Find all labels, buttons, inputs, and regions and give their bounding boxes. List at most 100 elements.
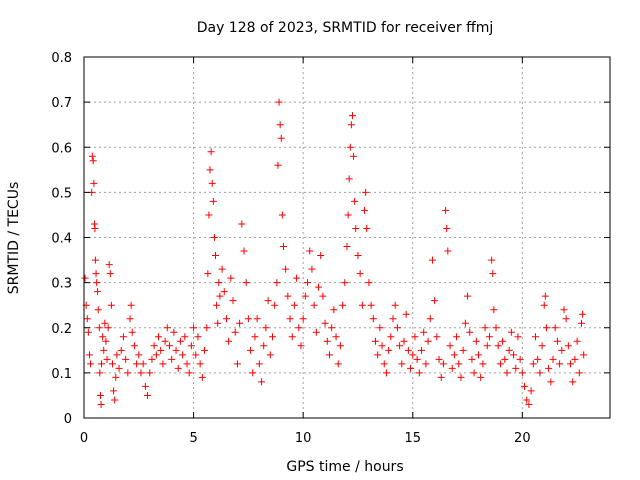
chart-title: Day 128 of 2023, SRMTID for receiver ffm…: [197, 20, 494, 36]
data-point: [317, 252, 325, 260]
data-point: [411, 333, 419, 341]
data-point: [389, 315, 397, 323]
data-point: [222, 315, 230, 323]
data-point: [321, 319, 329, 327]
data-point: [444, 247, 452, 255]
data-point: [380, 360, 388, 368]
data-point: [433, 333, 441, 341]
data-point: [573, 337, 581, 345]
data-point: [113, 351, 121, 359]
data-point: [494, 342, 502, 350]
data-point: [492, 324, 500, 332]
data-point: [352, 224, 360, 232]
data-point: [218, 265, 226, 273]
data-point: [284, 292, 292, 300]
data-point: [90, 179, 98, 187]
data-point: [339, 301, 347, 309]
data-point: [521, 382, 529, 390]
data-point: [490, 306, 498, 314]
data-point: [437, 373, 445, 381]
data-point: [426, 315, 434, 323]
data-point: [110, 387, 118, 395]
data-point: [277, 134, 285, 142]
data-point: [135, 351, 143, 359]
data-point: [299, 315, 307, 323]
data-point: [210, 234, 218, 241]
data-point: [398, 360, 406, 368]
data-point: [374, 351, 382, 359]
data-point: [575, 369, 583, 377]
data-point: [288, 333, 296, 341]
data-point: [102, 337, 110, 345]
data-point: [378, 342, 386, 350]
data-point: [354, 252, 362, 260]
data-points: [81, 98, 588, 408]
data-point: [96, 391, 104, 399]
data-point: [479, 360, 487, 368]
data-point: [99, 333, 107, 341]
data-point: [481, 324, 489, 332]
data-point: [325, 351, 333, 359]
data-point: [527, 387, 535, 395]
data-point: [551, 324, 559, 332]
data-point: [448, 364, 456, 372]
y-tick-label: 0.2: [51, 322, 72, 337]
data-point: [334, 360, 342, 368]
data-point: [332, 333, 340, 341]
data-point: [293, 274, 301, 282]
data-point: [540, 301, 548, 309]
data-point: [330, 306, 338, 314]
data-point: [536, 369, 544, 377]
data-point: [101, 319, 109, 327]
data-point: [404, 346, 412, 354]
data-point: [100, 346, 108, 354]
data-point: [485, 333, 493, 341]
data-point: [435, 355, 443, 363]
data-point: [111, 396, 119, 404]
data-point: [133, 360, 141, 368]
data-point: [122, 355, 130, 363]
data-point: [578, 319, 586, 327]
x-tick-label: 5: [189, 431, 197, 446]
data-point: [344, 211, 352, 219]
data-point: [304, 279, 312, 287]
data-point: [343, 243, 351, 251]
data-point: [117, 346, 125, 354]
data-point: [262, 324, 270, 332]
data-point: [157, 346, 165, 354]
data-point: [558, 346, 566, 354]
data-point: [556, 360, 564, 368]
data-point: [516, 355, 524, 363]
data-point: [108, 360, 116, 368]
data-point: [255, 360, 263, 368]
data-point: [571, 355, 579, 363]
data-point: [507, 328, 515, 336]
data-point: [518, 369, 526, 377]
data-point: [361, 206, 369, 214]
x-tick-label: 10: [295, 431, 312, 446]
data-point: [155, 333, 163, 341]
data-point: [271, 301, 279, 309]
data-point: [163, 324, 171, 332]
data-point: [260, 342, 268, 350]
data-point: [233, 360, 241, 368]
data-point: [115, 364, 123, 372]
data-point: [187, 342, 195, 350]
data-point: [204, 270, 212, 278]
data-point: [310, 301, 318, 309]
data-point: [328, 324, 336, 332]
y-tick-label: 0.6: [51, 141, 72, 156]
data-point: [428, 256, 436, 264]
data-point: [236, 319, 244, 327]
grid-lines: [84, 57, 610, 418]
data-point: [258, 378, 266, 386]
data-point: [461, 319, 469, 327]
data-point: [150, 342, 158, 350]
data-point: [208, 179, 216, 187]
data-point: [279, 243, 287, 251]
y-tick-label: 0.5: [51, 186, 72, 201]
data-point: [525, 400, 533, 408]
data-point: [97, 400, 105, 408]
data-point: [534, 355, 542, 363]
data-point: [422, 360, 430, 368]
